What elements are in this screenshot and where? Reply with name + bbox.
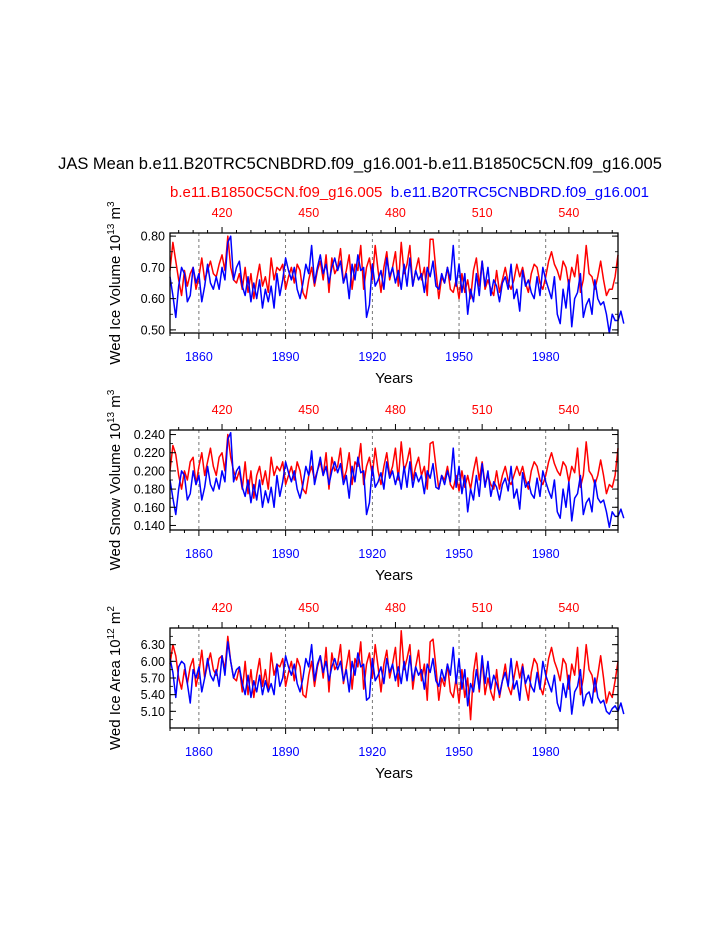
x-top-tick-label: 540 (558, 601, 579, 615)
x-bottom-tick-label: 1890 (272, 547, 300, 561)
y-axis-title: Wed Ice Volume 1013 m3 (106, 201, 124, 365)
y-tick-label: 0.140 (134, 519, 165, 533)
x-top-tick-label: 420 (212, 403, 233, 417)
x-top-tick-label: 480 (385, 206, 406, 220)
x-bottom-tick-label: 1950 (445, 547, 473, 561)
red-series-line (169, 630, 619, 721)
red-series-line (169, 433, 619, 499)
x-top-tick-label: 420 (212, 601, 233, 615)
x-top-tick-label: 480 (385, 403, 406, 417)
x-bottom-tick-label: 1920 (358, 745, 386, 759)
x-bottom-tick-label: 1890 (272, 745, 300, 759)
y-tick-label: 5.10 (141, 705, 165, 719)
x-top-tick-label: 540 (558, 206, 579, 220)
x-bottom-tick-label: 1920 (358, 547, 386, 561)
y-tick-label: 0.200 (134, 464, 165, 478)
y-axis-title: Wed Snow Volume 1013 m3 (106, 389, 124, 570)
x-top-tick-label: 540 (558, 403, 579, 417)
x-bottom-tick-label: 1980 (532, 350, 560, 364)
x-top-tick-label: 450 (298, 403, 319, 417)
x-top-tick-label: 510 (472, 601, 493, 615)
legend-blue-label: b.e11.B20TRC5CNBDRD.f09_g16.001 (391, 184, 649, 201)
y-tick-label: 5.70 (141, 672, 165, 686)
y-tick-label: 0.180 (134, 483, 165, 497)
y-tick-label: 0.60 (141, 292, 165, 306)
blue-series-line (169, 431, 625, 529)
x-top-tick-label: 510 (472, 206, 493, 220)
panels-group: 0.50 0.60 0.70 0.80 1860 1890 1920 1950 1980 420 4… (106, 201, 625, 782)
y-tick-label: 0.160 (134, 501, 165, 515)
y-tick-label: 5.40 (141, 688, 165, 702)
x-axis-title: Years (375, 370, 413, 387)
x-bottom-tick-label: 1860 (185, 350, 213, 364)
y-tick-label: 0.50 (141, 323, 165, 337)
blue-series-line (169, 641, 625, 715)
y-axis-title: Wed Ice Area 1012 m2 (106, 606, 124, 750)
x-bottom-tick-label: 1980 (532, 547, 560, 561)
y-tick-label: 0.80 (141, 230, 165, 244)
legend-red-label: b.e11.B1850C5CN.f09_g16.005 (170, 184, 382, 201)
blue-series-line (169, 235, 625, 334)
x-top-tick-label: 450 (298, 206, 319, 220)
x-top-tick-label: 420 (212, 206, 233, 220)
x-bottom-tick-label: 1950 (445, 745, 473, 759)
x-bottom-tick-label: 1890 (272, 350, 300, 364)
red-series-line (169, 235, 619, 300)
chart-panel-3: 5.10 5.40 5.70 6.00 6.30 1860 1890 1920 1950 1980… (106, 601, 625, 782)
x-bottom-tick-label: 1980 (532, 745, 560, 759)
y-tick-label: 6.30 (141, 638, 165, 652)
x-axis-title: Years (375, 765, 413, 782)
x-top-tick-label: 510 (472, 403, 493, 417)
x-bottom-tick-label: 1920 (358, 350, 386, 364)
chart-panel-1: 0.50 0.60 0.70 0.80 1860 1890 1920 1950 1980 420 4… (106, 201, 625, 387)
y-tick-label: 6.00 (141, 655, 165, 669)
y-tick-label: 0.220 (134, 446, 165, 460)
y-tick-label: 0.70 (141, 261, 165, 275)
x-bottom-tick-label: 1860 (185, 547, 213, 561)
x-top-tick-label: 450 (298, 601, 319, 615)
x-axis-title: Years (375, 567, 413, 584)
chart-title: JAS Mean b.e11.B20TRC5CNBDRD.f09_g16.001… (58, 155, 662, 173)
chart-panel-2: 0.140 0.160 0.180 0.200 0.220 0.240 1860 1890 19… (106, 389, 625, 584)
x-top-tick-label: 480 (385, 601, 406, 615)
y-tick-label: 0.240 (134, 428, 165, 442)
x-bottom-tick-label: 1950 (445, 350, 473, 364)
x-bottom-tick-label: 1860 (185, 745, 213, 759)
